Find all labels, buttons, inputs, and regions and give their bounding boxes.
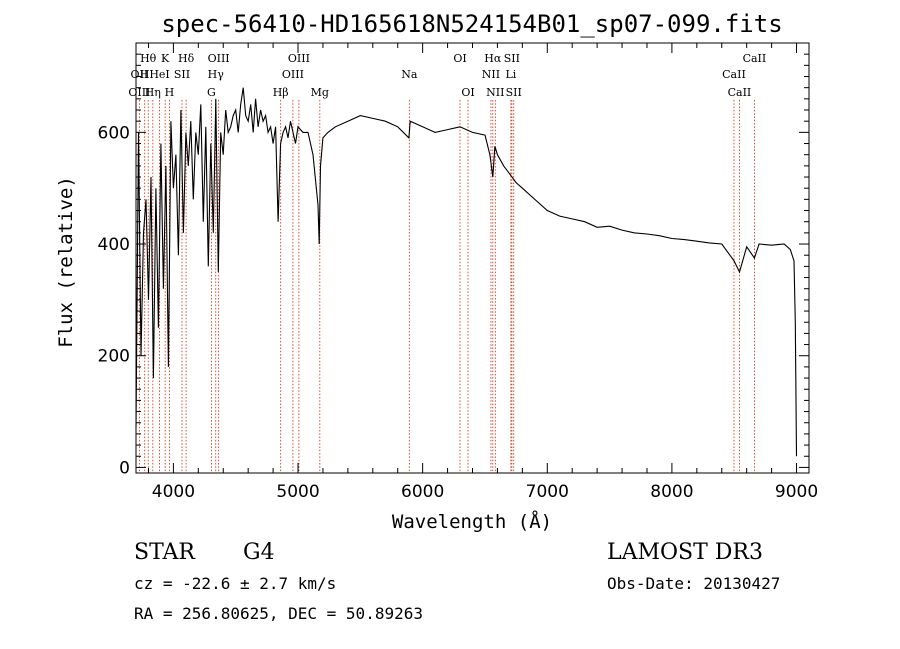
line-label: CaII xyxy=(743,52,767,65)
line-label: OI xyxy=(461,86,474,99)
line-label: CaII xyxy=(728,86,752,99)
line-label: SII xyxy=(174,68,190,81)
x-tick-label: 6000 xyxy=(401,482,444,502)
x-axis: 4000 5000 6000 7000 8000 9000 xyxy=(147,43,818,502)
survey-name: LAMOST DR3 xyxy=(607,540,763,565)
line-label: SII xyxy=(504,52,520,65)
line-label: OI xyxy=(453,52,466,65)
y-axis-label: Flux (relative) xyxy=(55,176,77,348)
line-label: OIII xyxy=(288,52,310,65)
line-label: Li xyxy=(505,68,516,81)
y-axis: 0 200 400 600 xyxy=(98,53,809,478)
chart-title: spec-56410-HD165618N524154B01_sp07-099.f… xyxy=(161,10,782,38)
object-type: STAR xyxy=(134,540,195,565)
line-label: OIII xyxy=(208,52,230,65)
observation-date: Obs-Date: 20130427 xyxy=(607,574,781,593)
redshift-velocity: cz = -22.6 ± 2.7 km/s xyxy=(134,574,337,593)
emission-line-labels: Hθ OII OIII H Hη K HeI SII H Hδ OIII Hγ G Hβ OIII OIII M… xyxy=(128,52,766,99)
plot-frame xyxy=(135,42,810,474)
line-label: HeI xyxy=(149,68,169,81)
y-tick-label: 200 xyxy=(98,347,130,367)
line-label: Hα xyxy=(484,52,502,65)
x-tick-label: 4000 xyxy=(152,482,195,502)
line-label: CaII xyxy=(722,68,746,81)
line-label: Mg xyxy=(311,86,329,99)
line-label: Hη xyxy=(145,86,161,99)
x-tick-label: 5000 xyxy=(276,482,319,502)
x-tick-label: 9000 xyxy=(775,482,818,502)
y-tick-label: 0 xyxy=(119,458,130,478)
emission-line-markers xyxy=(138,100,755,473)
line-label: NII xyxy=(486,86,504,99)
y-tick-label: 400 xyxy=(98,235,130,255)
line-label: H xyxy=(165,86,175,99)
line-label: H xyxy=(140,68,150,81)
spectrum-line xyxy=(135,87,798,457)
line-label: Hθ xyxy=(140,52,157,65)
line-label: SII xyxy=(506,86,522,99)
line-label: Na xyxy=(401,68,418,81)
coordinates: RA = 256.80625, DEC = 50.89263 xyxy=(134,604,423,623)
line-label: Hγ xyxy=(208,68,225,81)
x-axis-label: Wavelength (Å) xyxy=(392,510,552,533)
line-label: G xyxy=(207,86,216,99)
line-label: OIII xyxy=(128,86,150,99)
spectral-subclass: G4 xyxy=(243,540,275,565)
x-tick-label: 8000 xyxy=(650,482,693,502)
y-tick-label: 600 xyxy=(98,123,130,143)
line-label: K xyxy=(161,52,170,65)
line-label: Hβ xyxy=(273,86,289,99)
line-label: Hδ xyxy=(178,52,195,65)
line-label: OII xyxy=(131,68,149,81)
x-tick-label: 7000 xyxy=(526,482,569,502)
line-label: NII xyxy=(482,68,500,81)
line-label: OIII xyxy=(282,68,304,81)
